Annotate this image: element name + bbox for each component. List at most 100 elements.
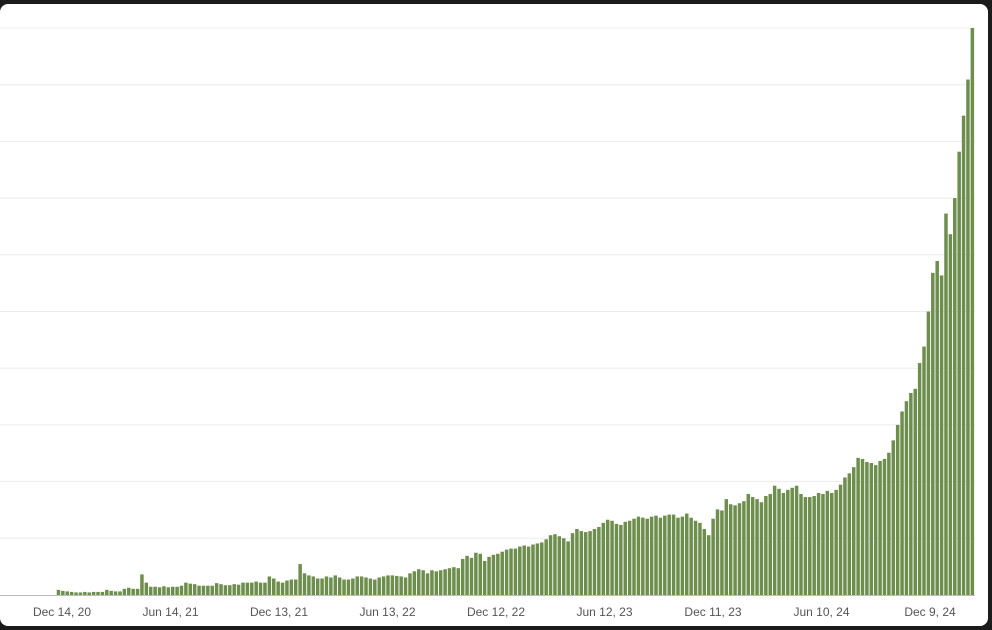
bar xyxy=(790,487,794,595)
bar xyxy=(131,588,135,595)
bar xyxy=(179,585,184,595)
bar xyxy=(368,578,373,595)
bar xyxy=(509,548,513,595)
bar xyxy=(69,591,74,595)
bar xyxy=(329,577,333,595)
bar xyxy=(614,523,619,595)
bar xyxy=(285,580,289,595)
bar xyxy=(443,569,447,595)
bar xyxy=(636,516,641,595)
bar xyxy=(851,467,856,595)
bar xyxy=(548,535,553,595)
bar xyxy=(135,588,140,595)
bar xyxy=(913,388,917,595)
bar xyxy=(482,560,487,595)
bar xyxy=(272,578,276,595)
bar xyxy=(768,493,772,595)
bar xyxy=(469,557,474,595)
x-tick-label: Dec 11, 23 xyxy=(684,605,741,619)
bar xyxy=(157,587,162,595)
bar xyxy=(746,493,751,595)
bar xyxy=(232,584,236,595)
bar xyxy=(904,401,909,595)
bar xyxy=(544,539,548,595)
bar xyxy=(900,411,904,595)
bar xyxy=(298,564,302,595)
bar xyxy=(307,575,311,595)
bar xyxy=(474,552,478,595)
x-tick-label: Dec 14, 20 xyxy=(33,605,91,619)
x-tick-label: Dec 13, 21 xyxy=(250,605,308,619)
bar xyxy=(693,520,698,595)
bar xyxy=(671,514,676,595)
bar xyxy=(188,583,193,595)
bar xyxy=(698,522,702,595)
bar xyxy=(228,585,232,595)
bar xyxy=(201,585,206,595)
bar xyxy=(882,458,887,595)
bar xyxy=(588,531,592,595)
bar xyxy=(140,574,144,595)
bar xyxy=(654,515,658,595)
bar xyxy=(364,577,368,595)
bar xyxy=(961,115,966,595)
bar xyxy=(689,517,693,595)
bar xyxy=(504,549,509,595)
bar xyxy=(333,575,338,595)
bar xyxy=(597,526,601,595)
bar xyxy=(91,591,96,595)
bar xyxy=(641,517,645,595)
bar xyxy=(460,558,465,595)
bar xyxy=(302,573,307,595)
bar xyxy=(812,496,816,595)
bar xyxy=(311,576,316,595)
gridlines xyxy=(0,27,975,539)
bar xyxy=(570,533,575,595)
bar xyxy=(873,465,878,595)
bar xyxy=(953,198,957,595)
bar xyxy=(895,424,900,595)
x-tick-label: Dec 9, 24 xyxy=(904,605,956,619)
bar xyxy=(223,585,228,595)
bar xyxy=(939,275,944,595)
bar xyxy=(293,579,298,595)
bar-chart: Dec 14, 20 Jun 14, 21 Dec 13, 21 Jun 13, 22… xyxy=(0,27,975,619)
bar xyxy=(865,462,869,595)
bar xyxy=(838,484,843,595)
bar xyxy=(280,582,285,595)
bar xyxy=(966,79,970,596)
bar xyxy=(891,440,896,595)
bar xyxy=(728,504,733,595)
bar xyxy=(645,518,649,595)
bar xyxy=(399,576,403,595)
x-tick-label: Dec 12, 22 xyxy=(467,605,525,619)
bar xyxy=(320,578,324,595)
bar xyxy=(148,586,153,595)
bar xyxy=(619,524,623,595)
bar xyxy=(935,260,939,595)
bar xyxy=(74,592,78,595)
bar xyxy=(184,582,188,595)
bar xyxy=(56,589,61,595)
x-tick-label: Jun 12, 23 xyxy=(576,605,632,619)
bar xyxy=(254,581,258,595)
bar xyxy=(100,591,105,595)
bar xyxy=(351,578,355,595)
bar xyxy=(337,577,342,595)
bar xyxy=(381,576,386,595)
bar xyxy=(197,585,201,595)
bar xyxy=(772,485,777,595)
bar xyxy=(113,591,118,595)
bar xyxy=(649,516,654,595)
bar xyxy=(395,575,399,595)
bar xyxy=(276,581,280,595)
bar xyxy=(553,534,557,595)
bar xyxy=(342,579,346,595)
bar xyxy=(909,392,913,595)
bar xyxy=(83,591,87,595)
bar xyxy=(803,497,808,595)
bar xyxy=(430,570,434,595)
bar xyxy=(944,213,948,595)
bar xyxy=(500,551,504,595)
bar xyxy=(917,363,922,595)
